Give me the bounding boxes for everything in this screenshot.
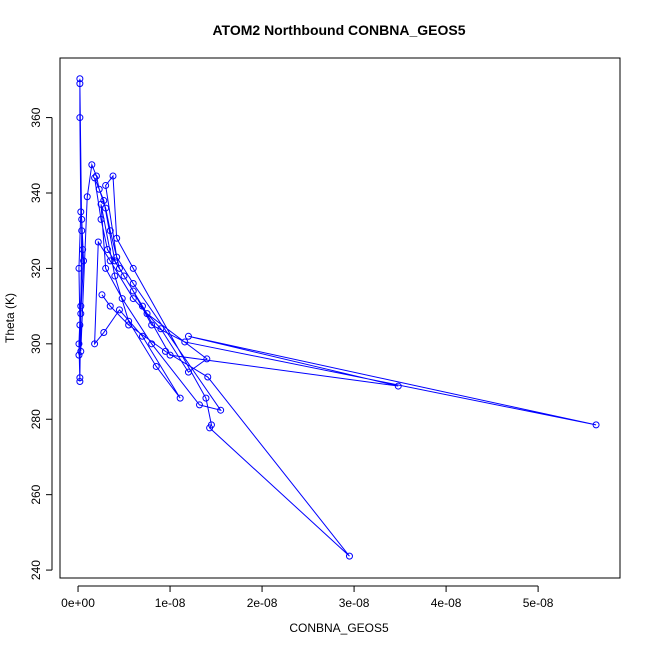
data-point bbox=[125, 317, 133, 325]
data-point bbox=[76, 378, 84, 386]
data-point bbox=[91, 340, 99, 348]
data-point bbox=[80, 257, 88, 265]
data-point bbox=[129, 264, 137, 272]
plot-box bbox=[59, 57, 621, 579]
data-point bbox=[152, 362, 160, 370]
data-point bbox=[138, 332, 146, 340]
data-point bbox=[97, 215, 105, 223]
data-point bbox=[109, 172, 117, 180]
data-point bbox=[102, 204, 110, 212]
data-point bbox=[148, 321, 156, 329]
data-point bbox=[83, 193, 91, 201]
data-point bbox=[76, 114, 84, 122]
y-axis-label: Theta (K) bbox=[3, 293, 17, 343]
x-tick-label: 0e+00 bbox=[61, 596, 95, 610]
y-tick-label: 320 bbox=[29, 258, 43, 278]
data-point bbox=[76, 75, 84, 83]
data-point bbox=[100, 329, 108, 337]
data-point bbox=[129, 287, 137, 295]
data-point bbox=[166, 351, 174, 359]
data-point bbox=[76, 374, 84, 382]
y-tick-label: 360 bbox=[29, 107, 43, 127]
data-point bbox=[77, 310, 85, 318]
data-point bbox=[78, 215, 86, 223]
data-point bbox=[203, 355, 211, 363]
data-point bbox=[217, 406, 225, 414]
data-point bbox=[115, 306, 123, 314]
data-point bbox=[111, 272, 119, 280]
data-point bbox=[102, 181, 110, 189]
data-point bbox=[76, 321, 84, 329]
data-point bbox=[92, 172, 100, 180]
data-point bbox=[75, 351, 83, 359]
data-point bbox=[345, 552, 353, 560]
data-point bbox=[106, 257, 114, 265]
data-point bbox=[202, 394, 210, 402]
data-point bbox=[138, 302, 146, 310]
data-point bbox=[143, 310, 151, 318]
data-point bbox=[97, 200, 105, 208]
data-point bbox=[113, 253, 121, 261]
y-tick-label: 260 bbox=[29, 484, 43, 504]
data-point bbox=[161, 347, 169, 355]
y-tick-label: 340 bbox=[29, 183, 43, 203]
data-point bbox=[184, 368, 192, 376]
data-point bbox=[79, 246, 87, 254]
data-point bbox=[176, 394, 184, 402]
data-point bbox=[204, 373, 212, 381]
x-tick-label: 2e-08 bbox=[247, 596, 278, 610]
data-point bbox=[129, 295, 137, 303]
data-point bbox=[118, 295, 126, 303]
x-tick-label: 5e-08 bbox=[523, 596, 554, 610]
data-point bbox=[148, 340, 156, 348]
data-point bbox=[129, 279, 137, 287]
data-point bbox=[157, 325, 165, 333]
data-point bbox=[115, 264, 123, 272]
data-point bbox=[94, 238, 102, 246]
data-point bbox=[76, 80, 84, 88]
data-point bbox=[106, 227, 114, 235]
data-point bbox=[592, 421, 600, 429]
data-point bbox=[77, 302, 85, 310]
x-axis-label: CONBNA_GEOS5 bbox=[289, 621, 389, 635]
data-point bbox=[77, 208, 85, 216]
y-tick-label: 300 bbox=[29, 333, 43, 353]
y-tick-label: 280 bbox=[29, 409, 43, 429]
data-point bbox=[181, 338, 189, 346]
data-point bbox=[394, 382, 402, 390]
data-point bbox=[206, 424, 214, 432]
x-tick-label: 4e-08 bbox=[431, 596, 462, 610]
data-point bbox=[75, 264, 83, 272]
x-tick-label: 1e-08 bbox=[155, 596, 186, 610]
data-point bbox=[111, 257, 119, 265]
data-point bbox=[103, 246, 111, 254]
data-point bbox=[78, 227, 86, 235]
data-point bbox=[120, 272, 128, 280]
data-point bbox=[125, 321, 133, 329]
chart-title: ATOM2 Northbound CONBNA_GEOS5 bbox=[212, 22, 465, 38]
data-point bbox=[75, 340, 83, 348]
data-point bbox=[88, 161, 96, 169]
data-point bbox=[195, 401, 203, 409]
data-point bbox=[98, 291, 106, 299]
data-point bbox=[95, 185, 103, 193]
y-tick-label: 240 bbox=[29, 560, 43, 580]
data-point bbox=[102, 264, 110, 272]
data-point bbox=[77, 347, 85, 355]
data-point bbox=[113, 234, 121, 242]
data-point bbox=[91, 174, 99, 182]
x-tick-label: 3e-08 bbox=[339, 596, 370, 610]
data-point bbox=[106, 302, 114, 310]
data-line bbox=[78, 78, 597, 557]
data-point bbox=[184, 332, 192, 340]
